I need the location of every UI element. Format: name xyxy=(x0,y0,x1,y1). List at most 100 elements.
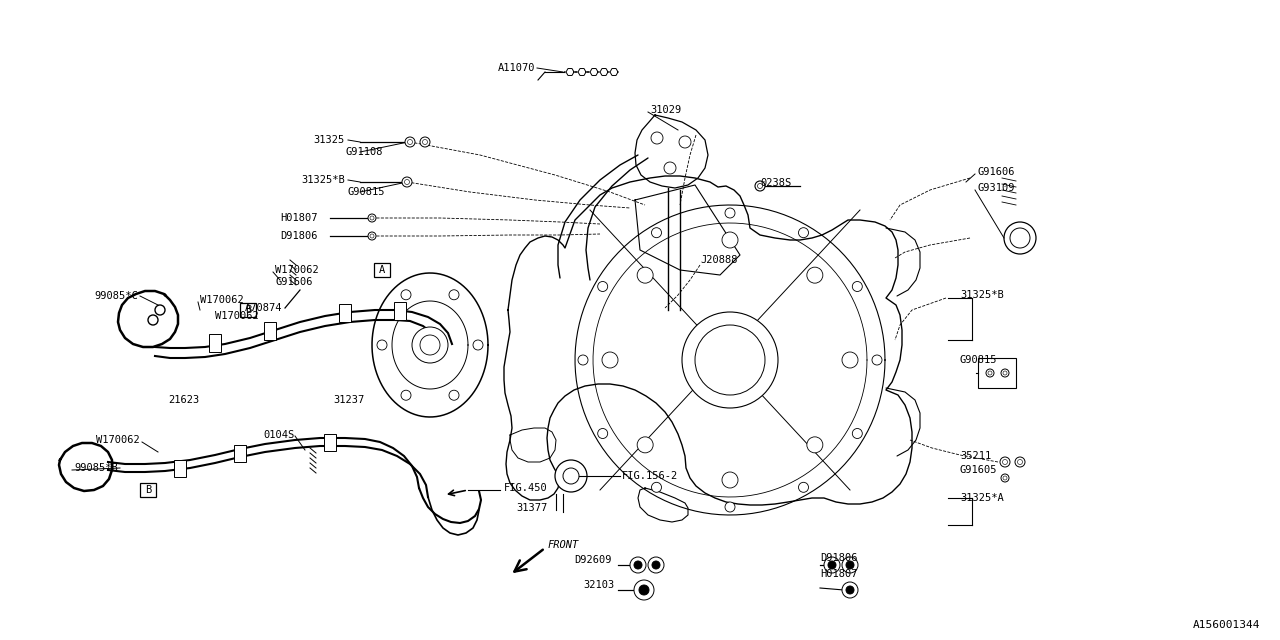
Bar xyxy=(394,302,406,320)
Circle shape xyxy=(1004,222,1036,254)
Text: 32103: 32103 xyxy=(584,580,614,590)
Circle shape xyxy=(652,561,660,569)
Circle shape xyxy=(842,557,858,573)
Circle shape xyxy=(634,561,643,569)
Bar xyxy=(324,434,335,451)
Circle shape xyxy=(806,437,823,453)
Text: J20888: J20888 xyxy=(700,255,737,265)
Circle shape xyxy=(637,267,653,283)
Circle shape xyxy=(652,132,663,144)
Text: FIG.450: FIG.450 xyxy=(504,483,548,493)
Polygon shape xyxy=(611,68,618,76)
Text: G91606: G91606 xyxy=(275,277,312,287)
Circle shape xyxy=(664,162,676,174)
Circle shape xyxy=(722,232,739,248)
Circle shape xyxy=(420,137,430,147)
FancyBboxPatch shape xyxy=(241,303,256,317)
Circle shape xyxy=(369,214,376,222)
Circle shape xyxy=(842,352,858,368)
Circle shape xyxy=(412,327,448,363)
Text: G93109: G93109 xyxy=(978,183,1015,193)
Text: FRONT: FRONT xyxy=(548,540,580,550)
Text: 31237: 31237 xyxy=(334,395,365,405)
Circle shape xyxy=(652,483,662,492)
Text: G91605: G91605 xyxy=(960,465,997,475)
Text: D92609: D92609 xyxy=(575,555,612,565)
Circle shape xyxy=(1000,457,1010,467)
Text: 21623: 21623 xyxy=(168,395,200,405)
Bar xyxy=(339,304,351,322)
Circle shape xyxy=(872,355,882,365)
Circle shape xyxy=(474,340,483,350)
Circle shape xyxy=(824,557,840,573)
Circle shape xyxy=(799,483,809,492)
Circle shape xyxy=(378,340,387,350)
Circle shape xyxy=(1001,474,1009,482)
Circle shape xyxy=(986,369,995,377)
Text: 0238S: 0238S xyxy=(760,178,791,188)
Circle shape xyxy=(652,228,662,237)
Text: 99085*C: 99085*C xyxy=(95,291,138,301)
Text: D91806: D91806 xyxy=(280,231,317,241)
Text: A70874: A70874 xyxy=(244,303,282,313)
Text: 31325*B: 31325*B xyxy=(301,175,346,185)
Circle shape xyxy=(602,352,618,368)
Circle shape xyxy=(598,282,608,291)
Text: 31325: 31325 xyxy=(314,135,346,145)
Text: G90815: G90815 xyxy=(348,187,385,197)
Circle shape xyxy=(404,137,415,147)
Circle shape xyxy=(648,557,664,573)
Circle shape xyxy=(755,181,765,191)
Text: 31029: 31029 xyxy=(650,105,681,115)
Circle shape xyxy=(402,177,412,187)
Circle shape xyxy=(722,472,739,488)
Circle shape xyxy=(579,355,588,365)
Text: A: A xyxy=(379,265,385,275)
Circle shape xyxy=(828,561,836,569)
Circle shape xyxy=(678,136,691,148)
FancyBboxPatch shape xyxy=(374,263,390,277)
Text: 31325*A: 31325*A xyxy=(960,493,1004,503)
Text: 35211: 35211 xyxy=(960,451,991,461)
Polygon shape xyxy=(590,68,598,76)
Circle shape xyxy=(155,305,165,315)
Circle shape xyxy=(369,232,376,240)
Text: W170062: W170062 xyxy=(215,311,259,321)
Text: W170062: W170062 xyxy=(96,435,140,445)
Circle shape xyxy=(401,390,411,400)
Text: D91806: D91806 xyxy=(820,553,858,563)
Circle shape xyxy=(148,315,157,325)
Bar xyxy=(174,460,186,477)
Circle shape xyxy=(449,290,460,300)
Text: B: B xyxy=(145,485,151,495)
Text: W170062: W170062 xyxy=(200,295,243,305)
Circle shape xyxy=(639,585,649,595)
Bar xyxy=(234,445,246,462)
Circle shape xyxy=(634,580,654,600)
Text: 31325*B: 31325*B xyxy=(960,290,1004,300)
Circle shape xyxy=(842,582,858,598)
Text: A156001344: A156001344 xyxy=(1193,620,1260,630)
Circle shape xyxy=(799,228,809,237)
Text: 0104S: 0104S xyxy=(264,430,294,440)
Bar xyxy=(264,322,276,340)
Text: W170062: W170062 xyxy=(275,265,319,275)
Text: G91606: G91606 xyxy=(978,167,1015,177)
Circle shape xyxy=(846,586,854,594)
Circle shape xyxy=(724,502,735,512)
Text: 99085*B: 99085*B xyxy=(74,463,118,473)
Circle shape xyxy=(563,468,579,484)
Circle shape xyxy=(556,460,588,492)
Circle shape xyxy=(1001,369,1009,377)
Circle shape xyxy=(630,557,646,573)
Circle shape xyxy=(401,290,411,300)
Text: 31377: 31377 xyxy=(517,503,548,513)
Text: G90815: G90815 xyxy=(960,355,997,365)
Circle shape xyxy=(724,208,735,218)
Text: H01807: H01807 xyxy=(820,569,858,579)
Circle shape xyxy=(852,282,863,291)
FancyBboxPatch shape xyxy=(140,483,156,497)
Circle shape xyxy=(449,390,460,400)
Circle shape xyxy=(1015,457,1025,467)
Circle shape xyxy=(682,312,778,408)
